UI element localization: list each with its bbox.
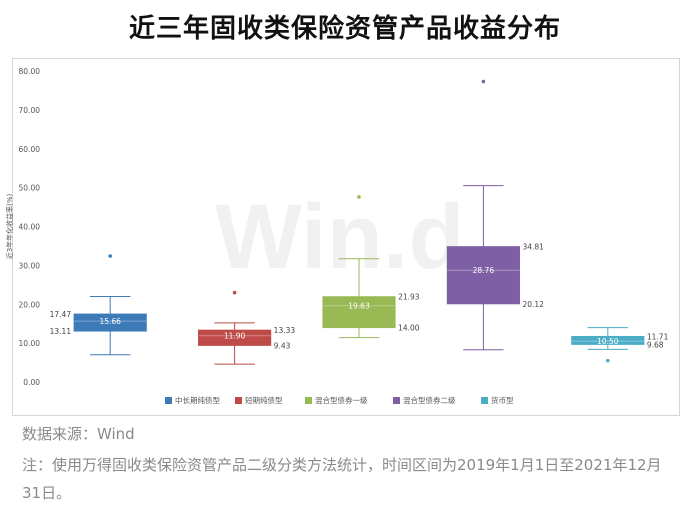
- box-iqr: [322, 296, 396, 329]
- q1-label: 14.00: [398, 324, 420, 333]
- y-tick-label: 20.00: [19, 300, 41, 309]
- outlier-point: [357, 195, 361, 199]
- q3-label: 11.71: [647, 332, 669, 341]
- q1-label: 9.68: [647, 340, 664, 349]
- outlier-point: [606, 358, 610, 363]
- boxplot-chart: 0.00 10.00 20.00 30.00 40.00 50.00 60.00 70.00 8…: [5, 67, 669, 405]
- y-tick-label: 0.00: [23, 378, 40, 387]
- y-tick-label: 80.00: [19, 67, 41, 76]
- note-text: 注：使用万得固收类保险资管产品二级分类方法统计，时间区间为2019年1月1日至2…: [22, 456, 662, 502]
- median-label: 19.63: [348, 302, 370, 311]
- legend-swatch: [235, 397, 242, 404]
- legend-label: 混合型债券二级: [403, 395, 456, 405]
- legend-label: 混合型债券一级: [315, 395, 368, 405]
- median-label: 11.90: [224, 332, 246, 341]
- legend: 中长期纯债型 短期纯债型 混合型债券一级 混合型债券二级 货币型: [165, 395, 514, 405]
- source-text: 数据来源：Wind: [22, 425, 135, 443]
- legend-swatch: [481, 397, 488, 404]
- median-label: 15.66: [99, 317, 121, 326]
- q3-label: 13.33: [274, 326, 296, 335]
- q1-label: 13.11: [50, 327, 72, 336]
- y-tick-label: 10.00: [19, 339, 41, 348]
- y-tick-label: 40.00: [19, 223, 41, 232]
- q1-label: 20.12: [522, 300, 544, 309]
- chart-title: 近三年固收类保险资管产品收益分布: [128, 14, 561, 44]
- legend-label: 中长期纯债型: [175, 395, 220, 405]
- legend-label: 短期纯债型: [245, 395, 283, 405]
- legend-label: 货币型: [491, 395, 514, 405]
- outlier-point: [108, 254, 112, 258]
- box-iqr: [571, 335, 645, 345]
- outlier-point: [481, 79, 486, 84]
- y-tick-label: 30.00: [19, 261, 41, 270]
- box-iqr: [198, 329, 272, 346]
- q1-label: 9.43: [274, 341, 291, 350]
- q3-label: 21.93: [398, 293, 420, 302]
- y-tick-label: 70.00: [19, 106, 41, 115]
- watermark: Win.d: [215, 186, 465, 288]
- box-iqr: [446, 246, 520, 305]
- y-tick-label: 50.00: [19, 184, 41, 193]
- q3-label: 34.81: [522, 243, 544, 252]
- outlier-point: [232, 290, 237, 295]
- median-label: 28.76: [473, 266, 495, 275]
- q3-label: 17.47: [50, 310, 72, 319]
- y-tick-label: 60.00: [19, 145, 41, 154]
- chart-panel: [12, 58, 680, 416]
- y-axis-label: 近3年年化收益率(%): [5, 193, 14, 259]
- y-axis: 0.00 10.00 20.00 30.00 40.00 50.00 60.00 70.00 8…: [5, 67, 40, 387]
- median-label: 10.50: [597, 337, 619, 346]
- legend-swatch: [305, 397, 312, 404]
- boxes: 17.47 13.11 15.66 13.33 9.43 11.90 21.93 14.00 1…: [50, 79, 669, 365]
- box-iqr: [73, 313, 147, 332]
- legend-swatch: [165, 397, 172, 404]
- legend-swatch: [393, 397, 400, 404]
